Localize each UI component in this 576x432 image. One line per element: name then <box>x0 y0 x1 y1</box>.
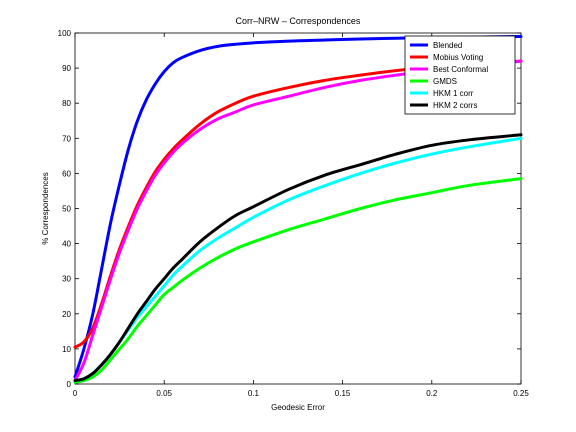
legend-label: HKM 1 corr <box>433 89 474 98</box>
y-tick-label: 70 <box>62 134 71 143</box>
y-tick-label: 80 <box>62 99 71 108</box>
y-tick-label: 0 <box>67 380 72 389</box>
x-tick-label: 0.1 <box>248 389 260 398</box>
x-tick-label: 0.05 <box>156 389 172 398</box>
y-axis-label: % Correspondences <box>41 172 50 244</box>
axis-ticks: 0 0.05 0.1 0.15 0.2 0.25 0 10 20 30 40 50 60 70 80 90 10… <box>58 29 530 398</box>
y-tick-label: 50 <box>62 205 71 214</box>
y-tick-label: 30 <box>62 275 71 284</box>
series-line-gmds <box>73 177 523 384</box>
x-axis-label: Geodesic Error <box>271 403 325 412</box>
legend-label: HKM 2 corrs <box>433 101 477 110</box>
y-tick-label: 90 <box>62 64 71 73</box>
chart-title: Corr–NRW – Correspondences <box>236 16 361 26</box>
legend-label: GMDS <box>433 77 457 86</box>
y-tick-label: 60 <box>62 169 71 178</box>
series-line-blended <box>73 35 523 379</box>
x-tick-label: 0.15 <box>335 389 351 398</box>
x-tick-label: 0 <box>73 389 78 398</box>
legend-box <box>404 35 516 115</box>
y-tick-label: 100 <box>58 29 72 38</box>
y-tick-label: 10 <box>62 345 71 354</box>
series-line-best-conformal <box>73 59 523 382</box>
series-lines <box>73 35 523 384</box>
x-tick-label: 0.2 <box>426 389 438 398</box>
legend-label: Blended <box>433 41 462 50</box>
series-line-hkm-2-corrs <box>73 133 523 382</box>
x-tick-label: 0.25 <box>513 389 529 398</box>
legend: Blended Mobius Voting Best Conformal GMDS HK… <box>404 35 516 115</box>
y-tick-label: 20 <box>62 310 71 319</box>
legend-label: Best Conformal <box>433 65 488 74</box>
legend-label: Mobius Voting <box>433 53 483 62</box>
y-tick-label: 40 <box>62 240 71 249</box>
